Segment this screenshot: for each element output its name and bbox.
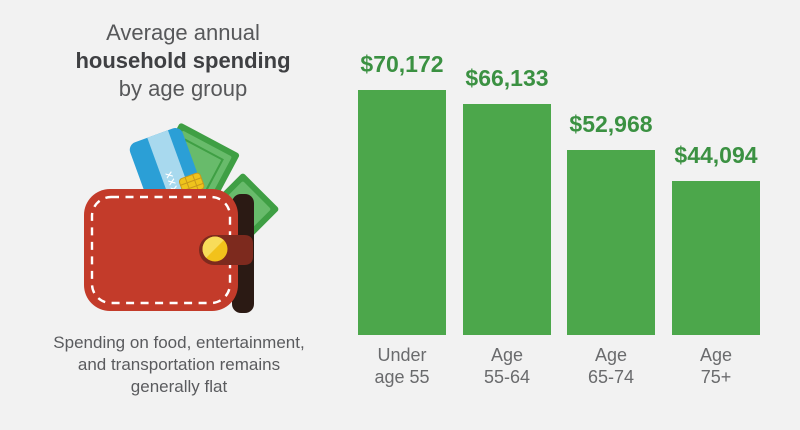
category-line: Age: [699, 345, 733, 365]
bar-category-label: Age 75+: [672, 344, 760, 388]
bar-value-label: $70,172: [360, 51, 444, 77]
category-line: 55-64: [483, 367, 531, 387]
bar-value-label: $44,094: [674, 142, 758, 168]
bar: [463, 104, 551, 335]
coin-highlight: [202, 236, 224, 258]
title-line-1: Average annual: [106, 20, 260, 45]
bar-value-label: $66,133: [465, 65, 549, 91]
bar-value-label: $52,968: [569, 111, 653, 137]
bar-category-label: Under age 55: [358, 344, 446, 388]
chart-title: Average annual household spending by age…: [43, 19, 323, 103]
bar-category-label: Age 55-64: [463, 344, 551, 388]
bar: [358, 90, 446, 335]
category-line: Under: [377, 345, 427, 365]
bar-chart: $70,172 Under age 55 $66,133 Age 55-64 $52,968…: [358, 0, 760, 430]
bar-column: $66,133: [463, 0, 551, 335]
caption-line-1: Spending on food, entertainment,: [53, 333, 305, 352]
bar-column: $44,094: [672, 0, 760, 335]
wallet-body: [84, 189, 238, 311]
title-line-3: by age group: [118, 76, 248, 101]
category-line: age 55: [374, 367, 430, 387]
category-line: Age: [490, 345, 524, 365]
title-line-2: household spending: [75, 48, 291, 73]
bar: [672, 181, 760, 335]
chart-caption: Spending on food, entertainment, and tra…: [19, 332, 339, 398]
category-line: Age: [594, 345, 628, 365]
bar: [567, 150, 655, 335]
bar-column: $52,968: [567, 0, 655, 335]
category-line: 75+: [700, 367, 732, 387]
caption-line-3: generally flat: [130, 377, 228, 396]
caption-line-2: and transportation remains: [77, 355, 281, 374]
category-line: 65-74: [587, 367, 635, 387]
wallet-icon: XXXX XXXX: [84, 123, 279, 313]
bar-column: $70,172: [358, 0, 446, 335]
bar-category-label: Age 65-74: [567, 344, 655, 388]
